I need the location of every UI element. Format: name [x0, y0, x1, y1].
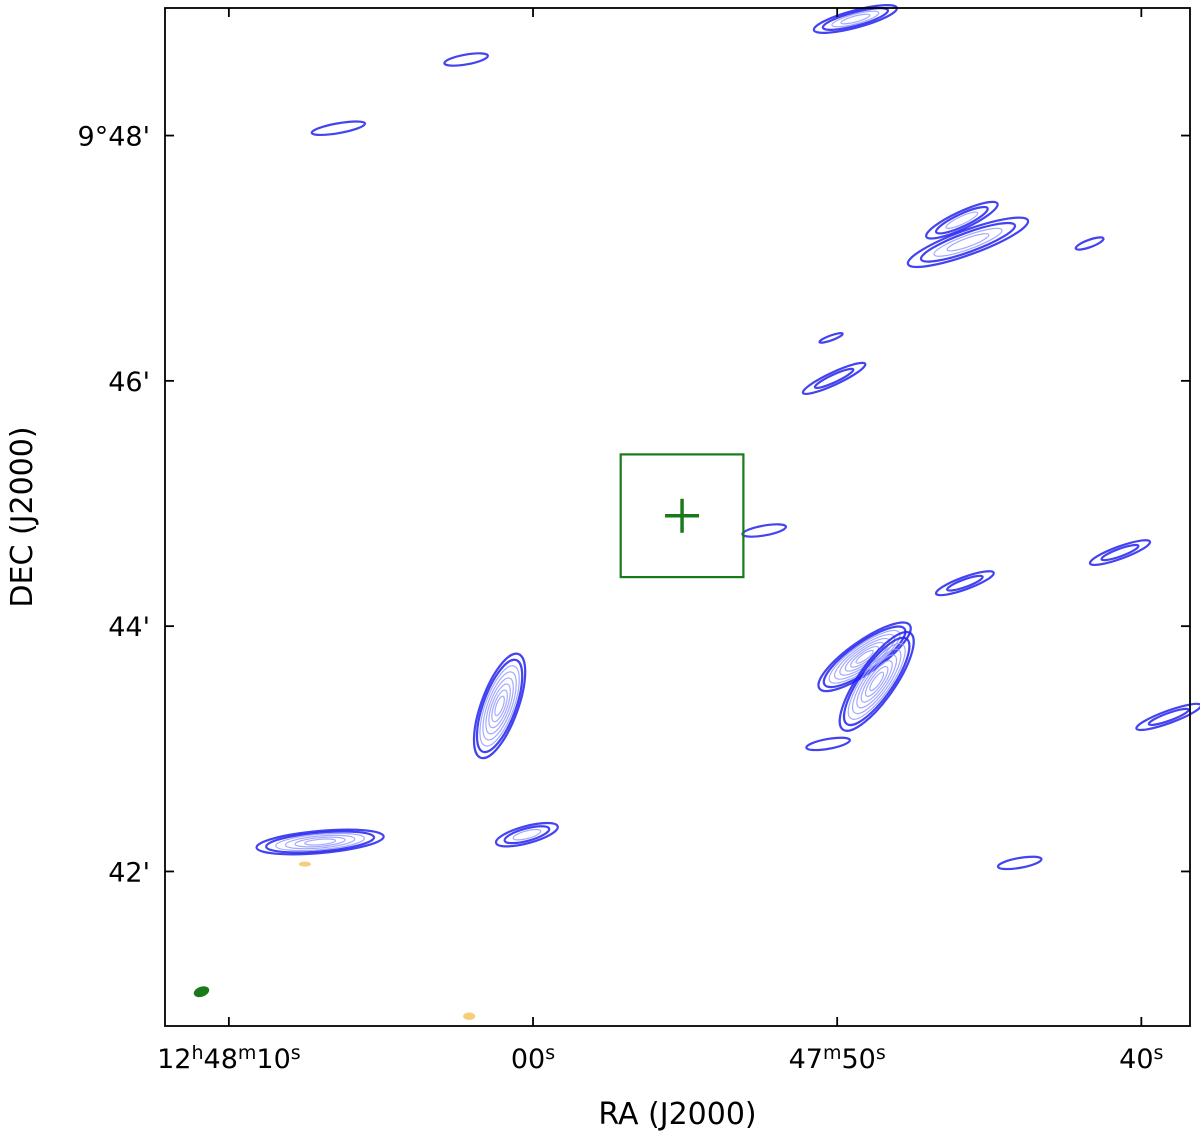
contour-level [491, 689, 508, 723]
contour-level [494, 695, 505, 717]
radio-source-9 [741, 523, 788, 538]
radio-source-2 [443, 52, 489, 67]
contour-level [304, 838, 337, 846]
contour-level [860, 660, 893, 703]
contour-level [1074, 236, 1105, 251]
contour-level [821, 7, 890, 31]
contour-level [864, 665, 889, 697]
contour-level [919, 221, 1017, 263]
contour-layer [255, 4, 1200, 871]
radio-source-14 [472, 652, 527, 760]
contour-level [934, 570, 995, 597]
contour-level [869, 671, 885, 692]
radio-source-19 [996, 855, 1043, 871]
contour-level [310, 120, 367, 137]
y-tick-label: 9°48' [78, 122, 150, 153]
contour-level [946, 233, 990, 252]
contour-level [443, 52, 489, 67]
contour-level [801, 361, 867, 396]
radio-source-13 [838, 630, 915, 732]
radio-source-5 [906, 216, 1030, 269]
x-tick-label: 00s [511, 1042, 555, 1075]
contour-level [945, 211, 979, 229]
contour-level [494, 821, 559, 848]
x-tick-labels: 12h48m10s 00s 47m50s 40s [157, 1042, 1163, 1075]
contour-level [255, 828, 385, 856]
x-tick-label: 40s [1119, 1042, 1163, 1075]
y-axis-label: DEC (J2000) [5, 426, 40, 607]
contour-level [852, 648, 902, 715]
contour-level [838, 630, 915, 732]
y-tick-label: 44' [108, 612, 150, 643]
x-tick-label: 47m50s [789, 1042, 886, 1075]
target-marker-layer [193, 453, 745, 998]
contour-level [1088, 539, 1152, 567]
beam-ellipse [193, 986, 210, 998]
contour-level [850, 645, 880, 668]
contour-level [284, 834, 356, 850]
contour-level [472, 652, 527, 760]
tick-layer [165, 8, 1190, 1026]
radio-source-17 [494, 821, 559, 848]
contour-level [294, 836, 346, 848]
contour-level [741, 523, 788, 538]
plot-frame [164, 7, 1191, 1027]
y-tick-labels: 9°48' 46' 44' 42' [78, 122, 150, 889]
contour-level [485, 677, 514, 735]
contour-level [1100, 543, 1140, 562]
radio-source-4 [925, 200, 999, 240]
negative-contour-1 [298, 861, 311, 867]
radio-source-8 [801, 361, 867, 396]
contour-level [1135, 702, 1200, 732]
contour-level [822, 625, 907, 689]
contour-level [847, 642, 906, 720]
radio-source-18 [255, 828, 385, 856]
negative-contour-2 [463, 1012, 476, 1020]
x-tick-label: 12h48m10s [157, 1042, 301, 1075]
contour-level [831, 10, 880, 28]
negative-contour-layer [298, 861, 476, 1020]
y-tick-label: 42' [108, 858, 150, 889]
contour-level [512, 828, 542, 841]
contour-level [1147, 707, 1190, 727]
radio-source-11 [934, 570, 995, 597]
radio-source-10 [1088, 539, 1152, 567]
radio-source-15 [1135, 702, 1200, 732]
contour-level [856, 654, 898, 709]
target-box [619, 453, 745, 579]
contour-level [275, 832, 365, 852]
contour-level [842, 636, 911, 727]
contour-level [479, 665, 520, 747]
contour-level [855, 649, 874, 664]
radio-source-1 [812, 4, 899, 34]
contour-level [828, 629, 901, 684]
x-axis-label: RA (J2000) [598, 1097, 756, 1132]
contour-level [906, 216, 1030, 269]
contour-level [813, 367, 855, 390]
contour-level [475, 658, 524, 754]
contour-level [503, 825, 551, 845]
contour-level [840, 13, 871, 25]
radio-source-6 [1074, 236, 1105, 251]
radio-source-16 [805, 736, 851, 752]
target-cross-icon [665, 498, 700, 533]
contour-level [482, 671, 517, 741]
radio-source-7 [818, 332, 844, 344]
y-tick-label: 46' [108, 367, 150, 398]
contour-level [805, 736, 851, 752]
radio-source-3 [310, 120, 367, 137]
contour-level [265, 830, 376, 854]
contour-level [812, 4, 899, 34]
contour-level [933, 227, 1003, 257]
contour-level [818, 332, 844, 344]
contour-level [996, 855, 1043, 871]
contour-level [934, 205, 989, 235]
contour-level [488, 683, 511, 729]
contour-level [925, 200, 999, 240]
